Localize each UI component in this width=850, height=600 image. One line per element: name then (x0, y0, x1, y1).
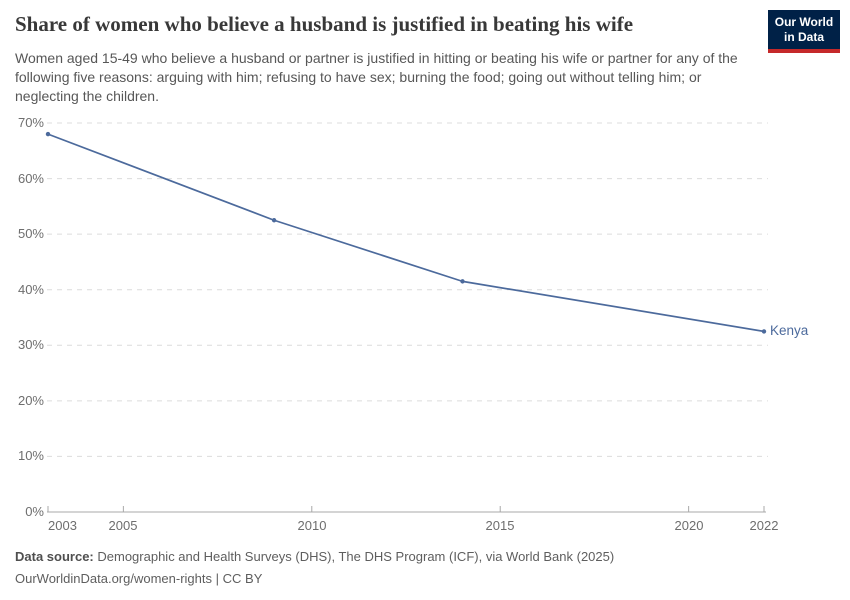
x-tick-label: 2022 (749, 518, 779, 533)
chart-plot-area[interactable] (0, 110, 850, 550)
chart-subtitle: Women aged 15-49 who believe a husband o… (15, 50, 738, 104)
citation-url-link[interactable]: OurWorldinData.org/women-rights (15, 571, 212, 586)
owid-logo[interactable]: Our World in Data (768, 10, 840, 53)
x-tick-label: 2005 (108, 518, 138, 533)
y-tick-label: 50% (17, 226, 44, 241)
page-title: Share of women who believe a husband is … (15, 12, 634, 36)
owid-logo-line1: Our World (774, 14, 834, 29)
y-tick-label: 60% (17, 171, 44, 186)
citation-line: OurWorldinData.org/women-rights | CC BY (15, 571, 815, 587)
y-tick-label: 20% (17, 393, 44, 408)
y-tick-label: 0% (25, 504, 44, 519)
line-chart: 70% 60% 50% 40% 30% 20% 10% 0% 2003 2005… (0, 110, 850, 550)
y-tick-label: 30% (17, 337, 44, 352)
y-tick-label: 70% (17, 115, 44, 130)
data-source-label: Data source: (15, 549, 94, 564)
chart-footer: Data source: Demographic and Health Surv… (15, 549, 815, 587)
x-tick-label: 2020 (674, 518, 704, 533)
x-tick-label: 2003 (48, 518, 77, 533)
citation-license: CC BY (222, 571, 263, 586)
data-source-text: Demographic and Health Surveys (DHS), Th… (97, 549, 615, 564)
y-tick-label: 10% (17, 448, 44, 463)
x-tick-label: 2010 (297, 518, 327, 533)
owid-logo-line2: in Data (783, 29, 824, 44)
y-tick-label: 40% (17, 282, 44, 297)
citation-separator: | (215, 571, 220, 586)
series-label-kenya[interactable]: Kenya (770, 323, 809, 338)
x-tick-label: 2015 (485, 518, 515, 533)
data-source-line: Data source: Demographic and Health Surv… (15, 549, 815, 565)
